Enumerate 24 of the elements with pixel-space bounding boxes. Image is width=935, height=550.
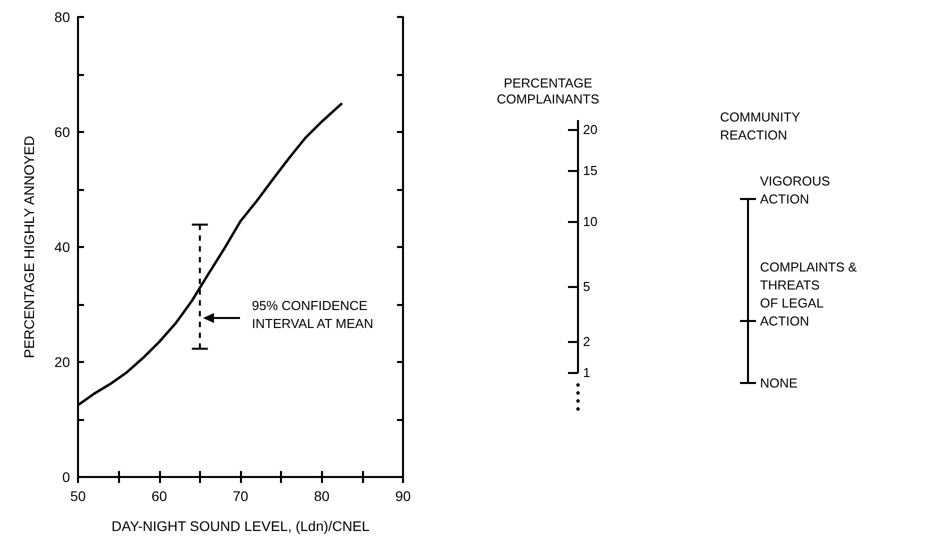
x-tick-label: 80 (314, 488, 330, 504)
text: 10 (583, 214, 598, 229)
y-tick-label: 80 (54, 9, 70, 25)
x-tick-label: 50 (70, 488, 86, 504)
y-tick-label: 20 (54, 354, 70, 370)
x-tick-label: 70 (232, 488, 248, 504)
text: 5 (583, 279, 590, 294)
text: PERCENTAGE COMPLAINANTS (496, 76, 600, 106)
x-tick-label: 60 (151, 488, 168, 504)
text: COMMUNITY REACTION (720, 110, 800, 142)
y-tick-label: 40 (54, 239, 70, 255)
text: 15 (583, 163, 598, 178)
annotation: 95% CONFIDENCE INTERVAL AT MEAN (252, 298, 374, 331)
text: 20 (583, 122, 598, 137)
text: VIGOROUS ACTION (760, 174, 830, 206)
text: NONE (760, 376, 798, 390)
x-axis-title: DAY-NIGHT SOUND LEVEL, (Ldn)/CNEL (111, 518, 370, 534)
text: 1 (583, 365, 590, 380)
y-tick-label: 0 (62, 469, 70, 485)
y-axis-title: PERCENTAGE HIGHLY ANNOYED (21, 136, 37, 358)
text: COMPLAINTS & THREATS OF LEGAL ACTION (760, 260, 858, 328)
y-tick-label: 60 (54, 124, 70, 140)
x-tick-label: 90 (395, 488, 411, 504)
text: 2 (583, 334, 590, 349)
